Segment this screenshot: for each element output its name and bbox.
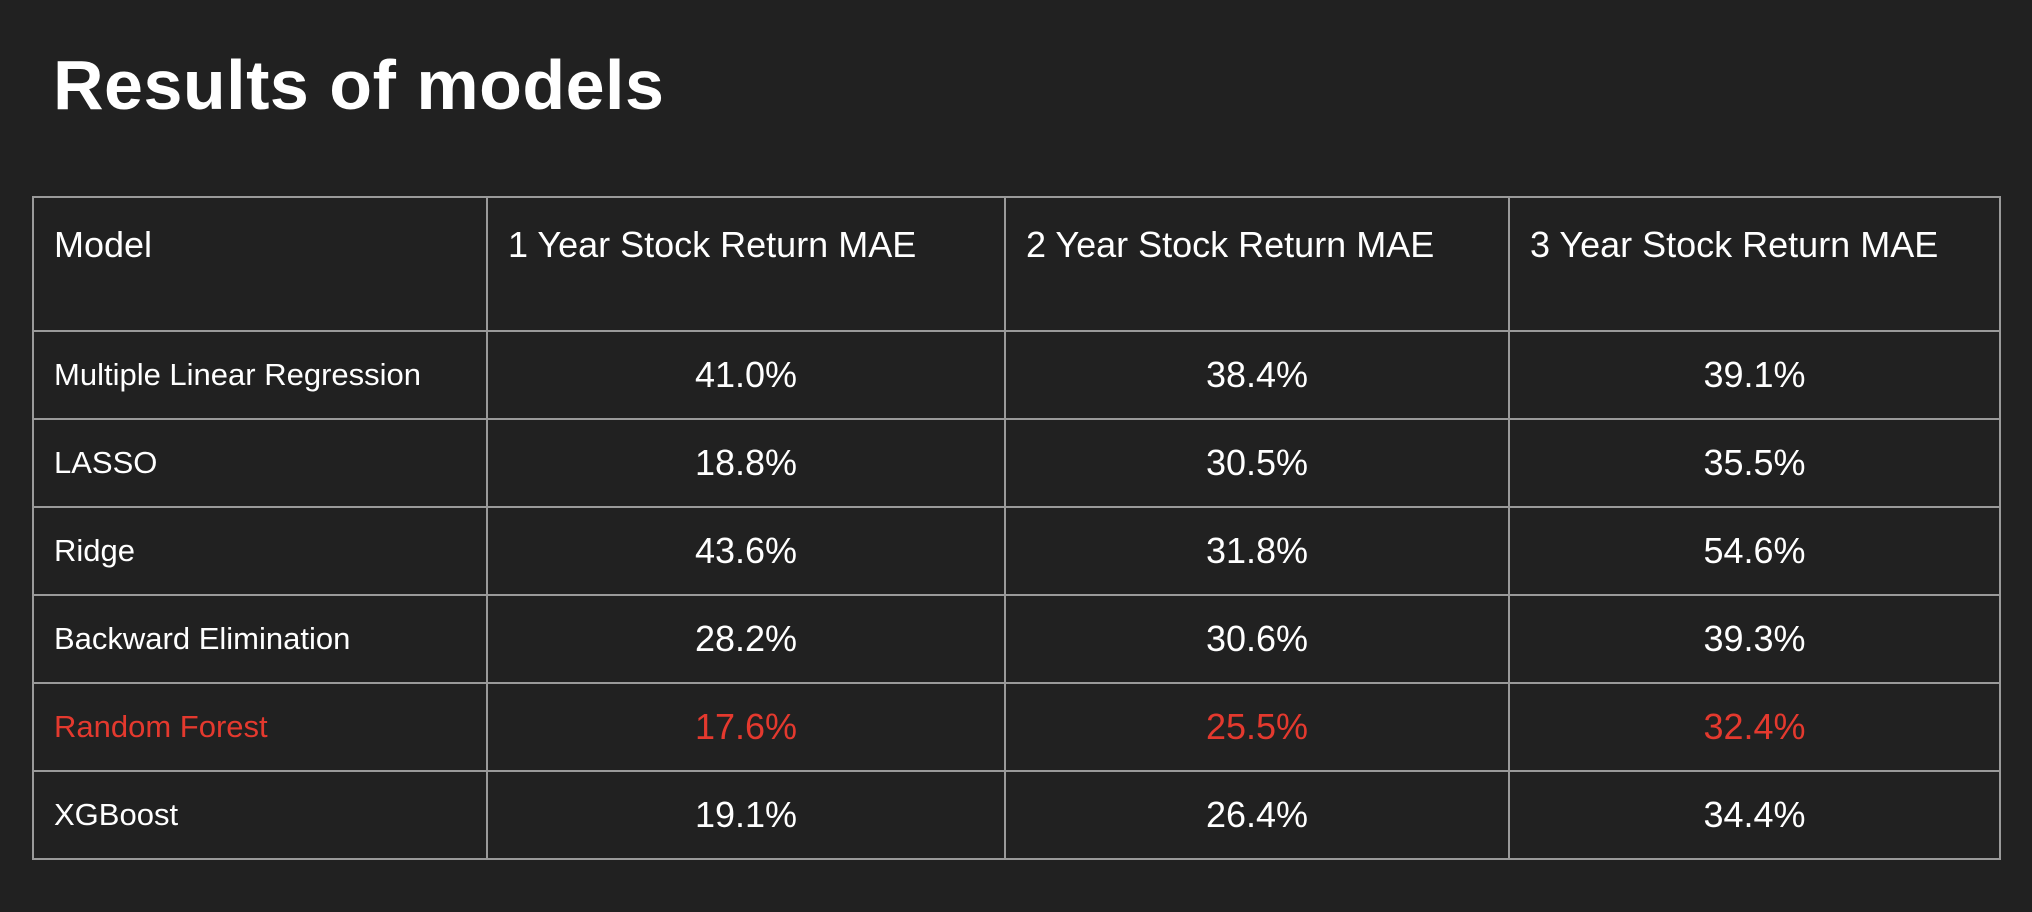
mae-2yr: 38.4% [1004,330,1510,420]
mae-3yr: 39.3% [1508,594,2001,684]
mae-2yr: 30.5% [1004,418,1510,508]
table-row: Ridge 43.6% 31.8% 54.6% [32,506,2001,596]
header-1yr-mae: 1 Year Stock Return MAE [486,196,1006,332]
header-row: Model 1 Year Stock Return MAE 2 Year Sto… [32,196,2001,332]
model-name: Random Forest [32,682,488,772]
mae-1yr: 19.1% [486,770,1006,860]
mae-2yr: 25.5% [1004,682,1510,772]
mae-3yr: 34.4% [1508,770,2001,860]
model-name: Ridge [32,506,488,596]
page-title: Results of models [53,46,665,124]
mae-2yr: 30.6% [1004,594,1510,684]
table-row-highlighted: Random Forest 17.6% 25.5% 32.4% [32,682,2001,772]
mae-2yr: 26.4% [1004,770,1510,860]
model-name: LASSO [32,418,488,508]
mae-1yr: 41.0% [486,330,1006,420]
mae-3yr: 39.1% [1508,330,2001,420]
results-table: Model 1 Year Stock Return MAE 2 Year Sto… [32,196,2001,860]
header-3yr-mae: 3 Year Stock Return MAE [1508,196,2001,332]
table-row: Multiple Linear Regression 41.0% 38.4% 3… [32,330,2001,420]
mae-3yr: 35.5% [1508,418,2001,508]
mae-3yr: 54.6% [1508,506,2001,596]
mae-2yr: 31.8% [1004,506,1510,596]
table-row: Backward Elimination 28.2% 30.6% 39.3% [32,594,2001,684]
table-row: LASSO 18.8% 30.5% 35.5% [32,418,2001,508]
header-model: Model [32,196,488,332]
mae-1yr: 28.2% [486,594,1006,684]
mae-3yr: 32.4% [1508,682,2001,772]
table-row: XGBoost 19.1% 26.4% 34.4% [32,770,2001,860]
model-name: XGBoost [32,770,488,860]
mae-1yr: 17.6% [486,682,1006,772]
header-2yr-mae: 2 Year Stock Return MAE [1004,196,1510,332]
mae-1yr: 43.6% [486,506,1006,596]
model-name: Multiple Linear Regression [32,330,488,420]
mae-1yr: 18.8% [486,418,1006,508]
model-name: Backward Elimination [32,594,488,684]
